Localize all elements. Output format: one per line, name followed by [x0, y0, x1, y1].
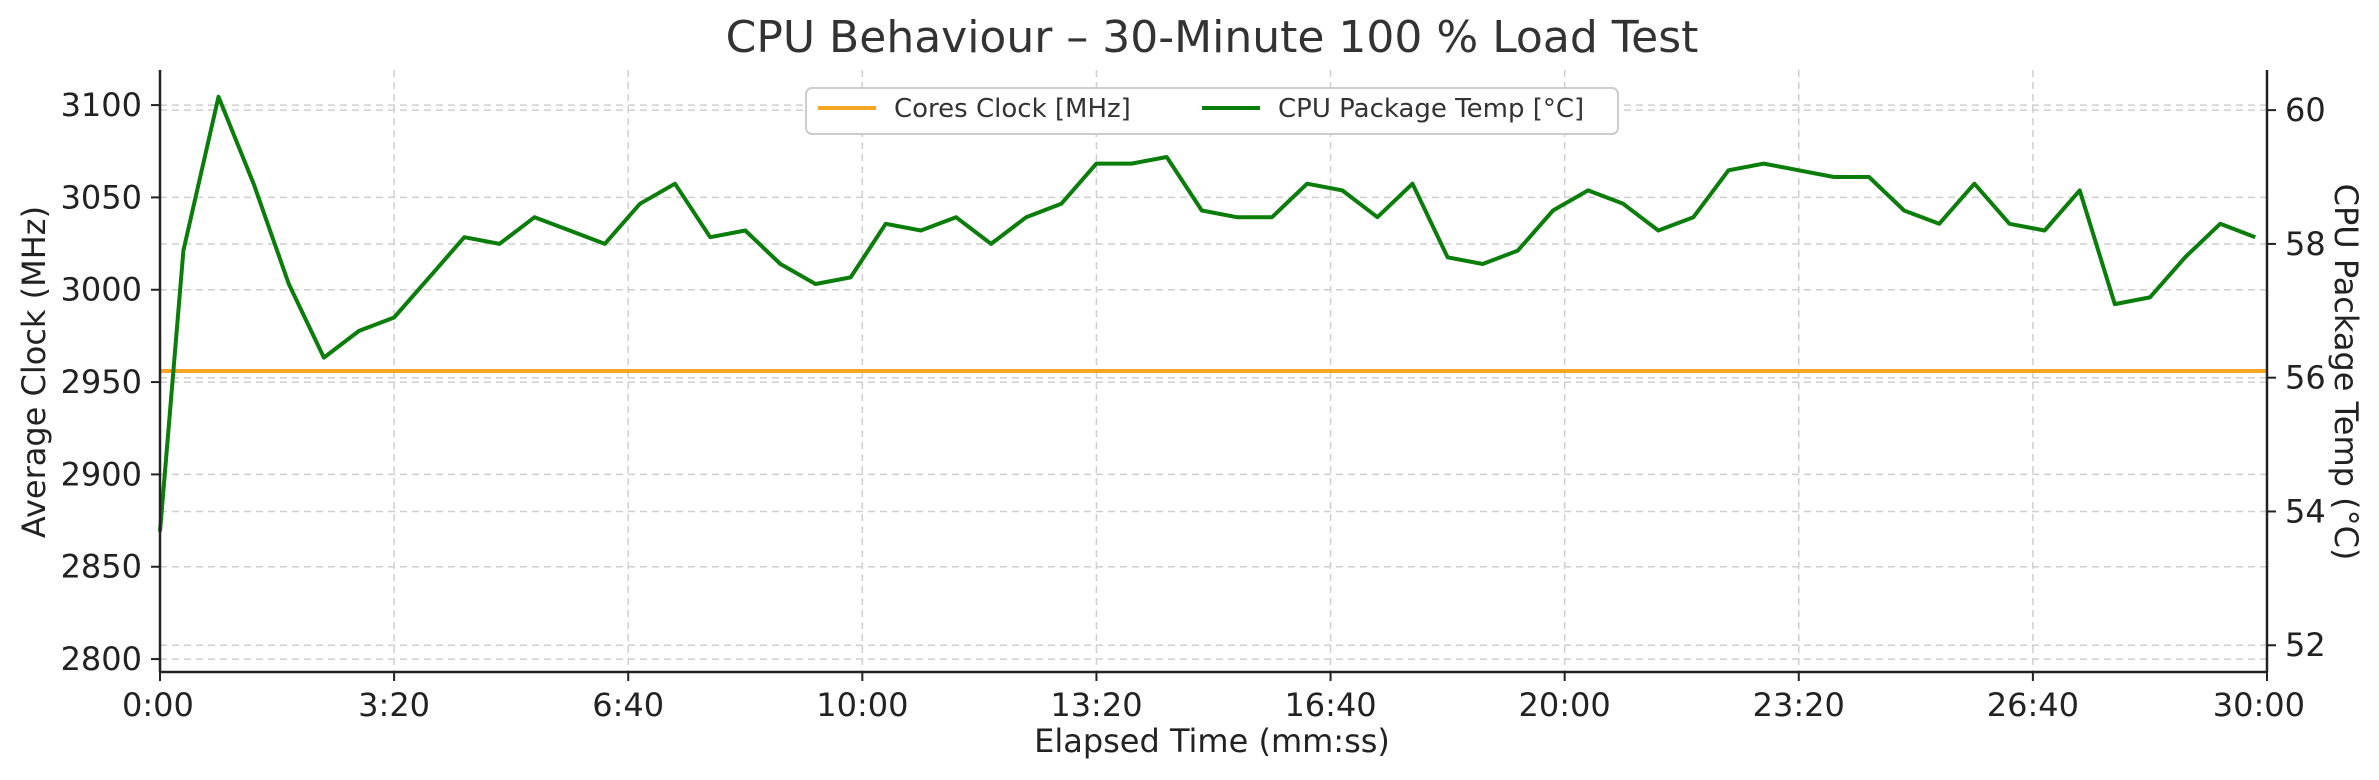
chart-title: CPU Behaviour – 30-Minute 100 % Load Tes… [726, 12, 1699, 63]
legend-label-cpu-temp: CPU Package Temp [°C] [1278, 94, 1584, 124]
y2-tick-label-3: 58 [2285, 225, 2326, 263]
legend-box [805, 87, 1619, 135]
y2-tick-label-2: 56 [2285, 359, 2326, 397]
x-tick-label-8: 26:40 [1987, 686, 2079, 724]
legend-label-cores-clock: Cores Clock [MHz] [894, 94, 1131, 124]
y2-tick-label-1: 54 [2285, 492, 2326, 530]
x-tick-label-3: 10:00 [816, 686, 908, 724]
y-tick-label-4: 3000 [61, 271, 142, 309]
x-tick-label-2: 6:40 [592, 686, 664, 724]
legend: Cores Clock [MHz] CPU Package Temp [°C] [805, 87, 1619, 135]
y-tick-label-2: 2900 [61, 455, 142, 493]
y-tick-label-1: 2850 [61, 548, 142, 586]
y-axis-label: Average Clock (MHz) [15, 206, 53, 538]
x-tick-label-0: 0:00 [122, 686, 194, 724]
y-tick-label-3: 2950 [61, 363, 142, 401]
x-tick-label-1: 3:20 [358, 686, 430, 724]
y2-tick-label-4: 60 [2285, 91, 2326, 129]
y2-tick-label-0: 52 [2285, 626, 2326, 664]
y-tick-label-5: 3050 [61, 178, 142, 216]
x-tick-label-6: 20:00 [1519, 686, 1611, 724]
x-tick-label-9: 30:00 [2213, 686, 2305, 724]
y-tick-label-6: 3100 [61, 86, 142, 124]
series-layer [158, 94, 2267, 532]
x-tick-label-7: 23:20 [1753, 686, 1845, 724]
axes [158, 70, 2269, 674]
y-tick-label-0: 2800 [61, 640, 142, 678]
y2-axis-label: CPU Package Temp (°C) [2327, 184, 2365, 561]
series-line-cpu-temp [158, 94, 2257, 532]
ticks: 0:00 3:20 6:40 10:00 13:20 16:40 20:00 23:20 26:… [61, 86, 2326, 724]
x-tick-label-4: 13:20 [1050, 686, 1142, 724]
x-tick-label-5: 16:40 [1284, 686, 1376, 724]
x-axis-label: Elapsed Time (mm:ss) [1034, 722, 1390, 760]
